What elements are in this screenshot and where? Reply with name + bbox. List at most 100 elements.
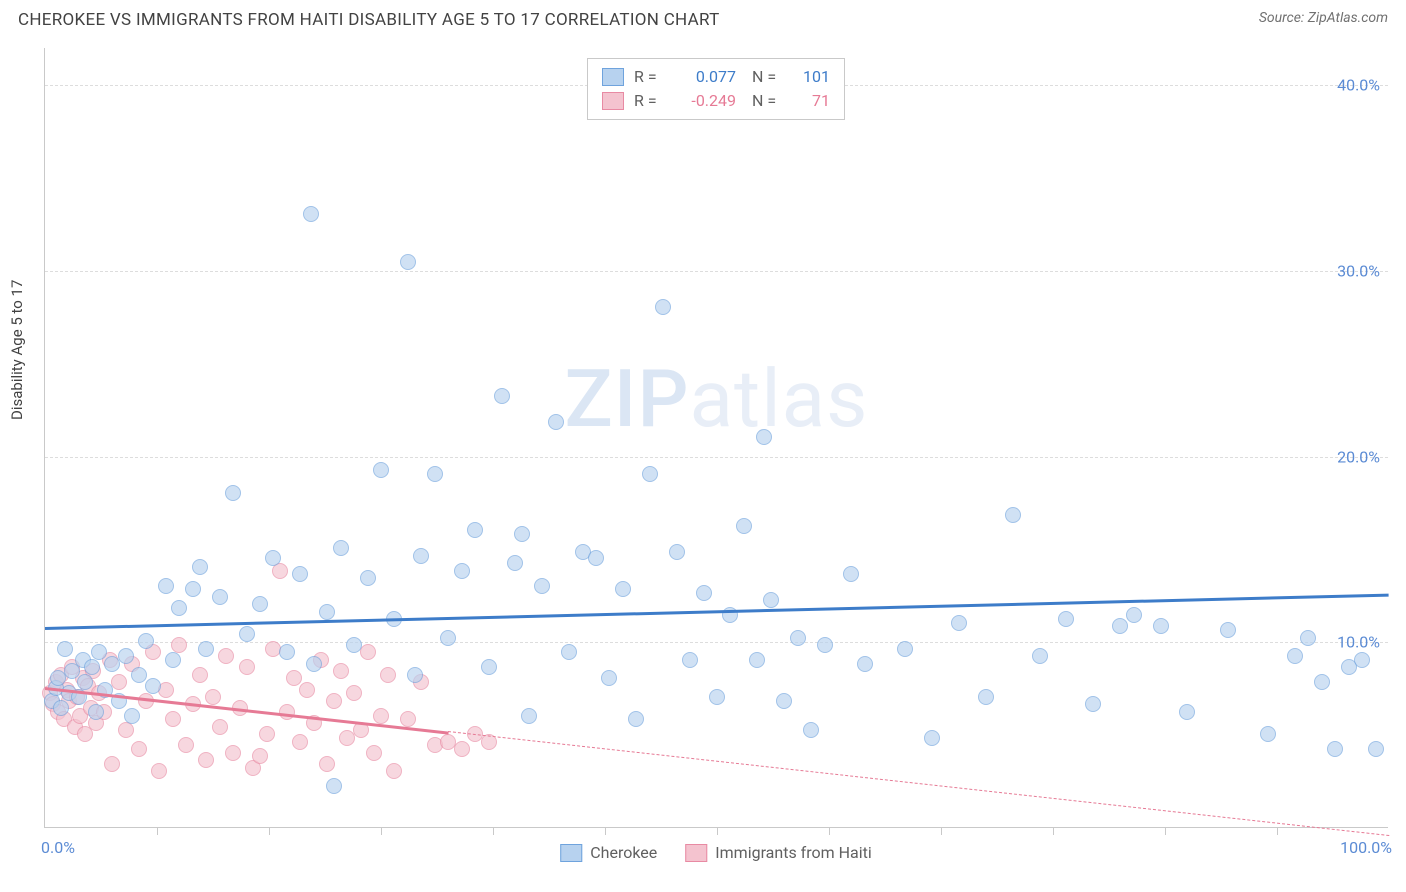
data-point [252, 596, 268, 612]
data-point [561, 644, 577, 660]
data-point [91, 644, 107, 660]
data-point [205, 689, 221, 705]
data-point [265, 550, 281, 566]
data-point [225, 485, 241, 501]
data-point [198, 641, 214, 657]
data-point [225, 745, 241, 761]
data-point [104, 756, 120, 772]
data-point [756, 429, 772, 445]
data-point [1126, 607, 1142, 623]
data-point [299, 682, 315, 698]
data-point [817, 637, 833, 653]
data-point [346, 685, 362, 701]
data-point [165, 711, 181, 727]
data-point [1300, 630, 1316, 646]
data-point [1112, 618, 1128, 634]
data-point [548, 414, 564, 430]
series-legend: CherokeeImmigrants from Haiti [560, 843, 872, 862]
x-tick [157, 827, 158, 835]
data-point [259, 726, 275, 742]
data-point [185, 581, 201, 597]
data-point [696, 585, 712, 601]
data-point [642, 466, 658, 482]
data-point [749, 652, 765, 668]
r-value: 0.077 [672, 65, 736, 89]
data-point [1032, 648, 1048, 664]
legend-swatch [602, 68, 624, 86]
data-point [360, 644, 376, 660]
legend-swatch [685, 844, 707, 862]
data-point [279, 644, 295, 660]
data-point [615, 581, 631, 597]
data-point [682, 652, 698, 668]
stats-row: R = 0.077 N = 101 [602, 65, 830, 89]
data-point [1327, 741, 1343, 757]
scatter-chart: ZIPatlas 10.0%20.0%30.0%40.0%0.0%100.0% … [44, 48, 1388, 828]
x-tick [381, 827, 382, 835]
data-point [373, 708, 389, 724]
data-point [333, 663, 349, 679]
data-point [1058, 611, 1074, 627]
data-point [138, 633, 154, 649]
r-value: -0.249 [672, 89, 736, 113]
data-point [306, 656, 322, 672]
data-point [151, 763, 167, 779]
data-point [198, 752, 214, 768]
data-point [131, 741, 147, 757]
data-point [655, 299, 671, 315]
data-point [413, 548, 429, 564]
data-point [192, 559, 208, 575]
data-point [88, 704, 104, 720]
data-point [165, 652, 181, 668]
data-point [803, 722, 819, 738]
data-point [507, 555, 523, 571]
r-label: R = [634, 89, 662, 113]
legend-item: Immigrants from Haiti [685, 843, 871, 862]
data-point [319, 604, 335, 620]
data-point [514, 526, 530, 542]
data-point [239, 659, 255, 675]
trend-line [45, 594, 1389, 630]
data-point [145, 678, 161, 694]
chart-title: CHEROKEE VS IMMIGRANTS FROM HAITI DISABI… [18, 10, 720, 30]
data-point [218, 648, 234, 664]
data-point [326, 778, 342, 794]
data-point [400, 711, 416, 727]
r-label: R = [634, 65, 662, 89]
data-point [709, 689, 725, 705]
data-point [171, 637, 187, 653]
data-point [736, 518, 752, 534]
data-point [924, 730, 940, 746]
data-point [951, 615, 967, 631]
data-point [669, 544, 685, 560]
data-point [427, 466, 443, 482]
data-point [601, 670, 617, 686]
y-tick-label: 40.0% [1337, 76, 1380, 95]
n-label: N = [752, 65, 780, 89]
y-tick-label: 10.0% [1337, 633, 1380, 652]
data-point [131, 667, 147, 683]
x-tick [493, 827, 494, 835]
data-point [843, 566, 859, 582]
data-point [1220, 622, 1236, 638]
data-point [1287, 648, 1303, 664]
legend-swatch [602, 92, 624, 110]
x-tick [1165, 827, 1166, 835]
data-point [212, 719, 228, 735]
data-point [1005, 507, 1021, 523]
data-point [292, 566, 308, 582]
data-point [373, 462, 389, 478]
gridline [45, 271, 1388, 272]
data-point [77, 674, 93, 690]
data-point [57, 641, 73, 657]
n-value: 101 [790, 65, 830, 89]
data-point [178, 737, 194, 753]
data-point [346, 637, 362, 653]
data-point [360, 570, 376, 586]
data-point [118, 722, 134, 738]
data-point [1260, 726, 1276, 742]
data-point [454, 741, 470, 757]
data-point [252, 748, 268, 764]
data-point [380, 667, 396, 683]
data-point [192, 667, 208, 683]
